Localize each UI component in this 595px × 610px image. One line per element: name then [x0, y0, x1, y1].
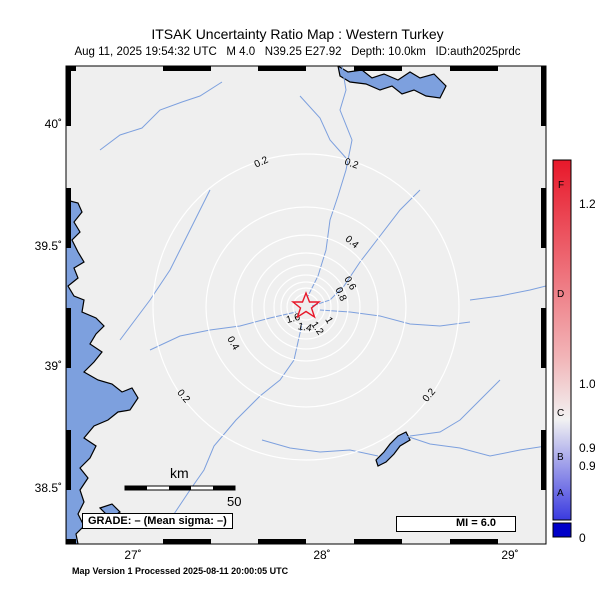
- event-magnitude: M 4.0: [226, 46, 256, 58]
- epicenter-star-icon: [291, 291, 321, 319]
- map-title: ITSAK Uncertainty Ratio Map : Western Tu…: [151, 26, 444, 42]
- event-id: ID:auth2025prdc: [435, 46, 521, 58]
- grade-letter: D: [557, 289, 565, 300]
- marmara-sea: [337, 66, 447, 99]
- grade-box: GRADE: – (Mean sigma: –): [82, 513, 233, 529]
- lon-label: 29˚: [501, 548, 519, 562]
- event-subtitle: Aug 11, 2025 19:54:32 UTC M 4.0 N39.25 E…: [0, 46, 595, 58]
- lat-label: 40˚: [44, 117, 62, 131]
- aegean-sea: [66, 199, 139, 544]
- lat-label: 39.5˚: [34, 239, 62, 253]
- grade-letter: C: [557, 408, 565, 419]
- scale-bar: [124, 485, 236, 491]
- contour-label: 0.8: [333, 286, 349, 304]
- lon-label: 27˚: [124, 548, 142, 562]
- event-datetime: Aug 11, 2025 19:54:32 UTC: [74, 46, 217, 58]
- colorbar-value: 0.9: [579, 459, 595, 473]
- lake: [375, 431, 411, 467]
- lon-label: 28˚: [313, 548, 331, 562]
- grade-letter: B: [557, 452, 564, 463]
- event-location: N39.25 E27.92: [264, 46, 342, 58]
- contour-label: 1.4: [297, 321, 313, 334]
- grade-letter: A: [557, 488, 564, 499]
- colorbar-value: 0: [579, 531, 586, 545]
- event-depth: Depth: 10.0km: [351, 46, 426, 58]
- contour-label: 1: [322, 315, 335, 326]
- map-border-ticks: [66, 66, 546, 544]
- mi-legend-box: [396, 516, 516, 532]
- contour-label: 0.2: [253, 154, 271, 170]
- land-area: [66, 66, 546, 544]
- colorbar: [552, 159, 572, 521]
- colorbar-value: 1.0: [579, 377, 595, 391]
- scale-unit: km: [170, 465, 189, 481]
- lat-label: 38.5˚: [34, 481, 62, 495]
- colorbar-value: 1.2: [579, 197, 595, 211]
- contour-label: 0.2: [343, 157, 360, 172]
- uncertainty-contours: [152, 153, 460, 461]
- lat-label: 39˚: [44, 359, 62, 373]
- mi-legend-label: MI = 6.0: [456, 517, 497, 529]
- map-footer: Map Version 1 Processed 2025-08-11 20:00…: [72, 566, 289, 576]
- colorbar-value: 0.9: [579, 441, 595, 455]
- scale-value: 50: [227, 494, 242, 509]
- grade-letter: F: [558, 180, 565, 191]
- colorbar-under: [552, 522, 572, 538]
